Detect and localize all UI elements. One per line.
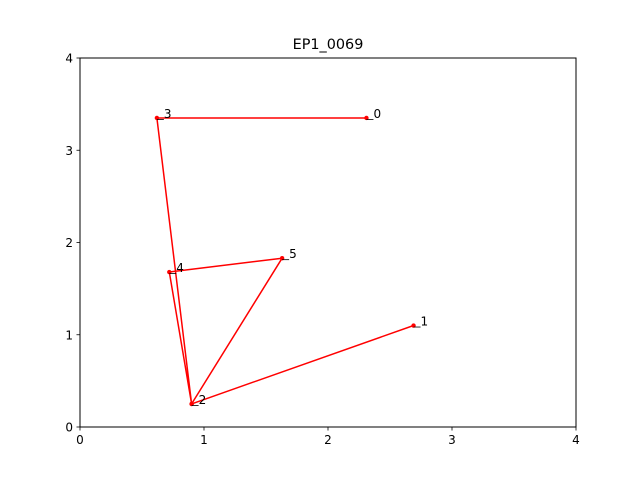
point-label: 0 bbox=[373, 107, 381, 121]
x-tick-label: 2 bbox=[324, 433, 332, 447]
plot-frame bbox=[79, 57, 577, 428]
data-point-marker bbox=[167, 269, 172, 275]
x-tick-label: 0 bbox=[76, 433, 84, 447]
data-point-marker bbox=[189, 401, 194, 407]
point-label: 2 bbox=[199, 393, 207, 407]
point-label: 5 bbox=[289, 247, 297, 261]
y-tick-label: 0 bbox=[65, 421, 73, 435]
point-label: 4 bbox=[176, 261, 184, 275]
chart-title: EP1_0069 bbox=[293, 37, 364, 53]
y-tick-label: 1 bbox=[65, 328, 73, 342]
x-tick-label: 4 bbox=[572, 433, 580, 447]
x-tick-label: 1 bbox=[200, 433, 208, 447]
point-label: 1 bbox=[421, 315, 429, 329]
y-tick-label: 4 bbox=[65, 52, 73, 66]
y-tick-label: 3 bbox=[65, 144, 73, 158]
data-point-marker bbox=[411, 323, 416, 328]
x-tick-label: 3 bbox=[448, 433, 456, 447]
y-tick-label: 2 bbox=[65, 236, 73, 250]
point-labels: 0 1 2 3 4 5 bbox=[156, 107, 429, 407]
axis-ticks: 0 1 2 3 4 0 1 2 3 4 bbox=[65, 52, 579, 448]
point-label: 3 bbox=[164, 107, 172, 121]
